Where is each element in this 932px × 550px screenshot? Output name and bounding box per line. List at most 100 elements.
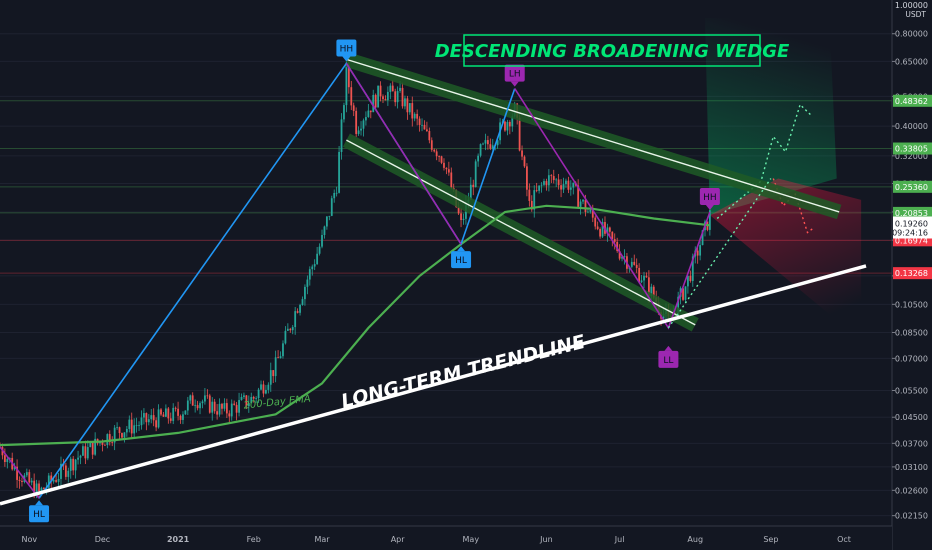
- candle-body: [174, 407, 177, 409]
- candle-body: [579, 201, 582, 207]
- candle-body: [601, 222, 604, 237]
- candle-body: [152, 415, 155, 421]
- candle-body: [489, 144, 492, 149]
- candle-body: [77, 457, 79, 460]
- candle-body: [479, 144, 482, 156]
- candle-body: [138, 425, 140, 426]
- candle-body: [523, 156, 526, 167]
- candle-body: [360, 128, 362, 131]
- candle-body: [518, 117, 521, 151]
- candle-body: [50, 475, 53, 482]
- swing-marker-arrow: [510, 81, 519, 87]
- price-tick-label: 0.07000: [895, 354, 928, 363]
- candle-body: [645, 275, 648, 278]
- candle-body: [421, 124, 423, 126]
- level-price-label: 0.25360: [895, 183, 928, 192]
- level-price-label: 0.16974: [895, 236, 928, 245]
- candle-body: [562, 184, 565, 190]
- candle-body: [577, 185, 580, 207]
- price-axis[interactable]: 1.00000USDT0.800000.650000.500000.400000…: [891, 0, 932, 550]
- candle-body: [333, 192, 336, 199]
- candle-body: [223, 403, 226, 409]
- candle-body: [589, 210, 592, 212]
- candle-body: [277, 357, 279, 359]
- swing-marker: LH: [504, 64, 525, 87]
- candle-body: [21, 480, 23, 483]
- candle-body: [423, 124, 426, 130]
- swing-marker-arrow: [342, 56, 351, 62]
- candle-body: [72, 458, 75, 471]
- candle-body: [545, 181, 548, 186]
- level-price-label: 0.48362: [895, 97, 928, 106]
- candle-body: [247, 403, 250, 407]
- candle-body: [338, 151, 340, 193]
- candle-body: [386, 91, 389, 101]
- candle-body: [240, 396, 243, 401]
- level-price-tag: [893, 180, 932, 193]
- candle-body: [418, 118, 421, 125]
- swing-marker-label: HL: [455, 256, 467, 266]
- candle-body: [608, 227, 611, 232]
- swing-marker-label: HH: [340, 44, 354, 54]
- candle-body: [201, 401, 204, 404]
- candle-body: [557, 179, 560, 186]
- candle-body: [18, 479, 21, 481]
- time-tick-label: Aug: [687, 535, 703, 544]
- candle-body: [33, 480, 36, 497]
- candle-body: [345, 64, 348, 106]
- candle-body: [313, 264, 316, 267]
- candle-body: [462, 218, 465, 221]
- price-tick-label: 0.03700: [895, 439, 928, 448]
- candle-body: [160, 409, 162, 415]
- bullish-zone: [704, 18, 837, 216]
- candle-body: [623, 256, 626, 258]
- candle-body: [428, 131, 431, 141]
- candle-body: [372, 94, 375, 113]
- candle-body: [318, 246, 321, 254]
- candle-body: [535, 190, 538, 191]
- time-tick-label: Mar: [314, 535, 330, 544]
- candle-body: [30, 480, 33, 483]
- blue-swing-path: [38, 62, 516, 499]
- candle-body: [172, 407, 175, 421]
- candle-body: [296, 311, 299, 313]
- candle-body: [155, 420, 158, 428]
- candle-body: [701, 230, 704, 246]
- time-axis[interactable]: Nov Dec 2021 Feb Mar Apr May Jun Jul Aug Sep Oct: [0, 525, 892, 550]
- candle-body: [101, 441, 104, 445]
- candle-body: [79, 455, 82, 458]
- candle-body: [355, 110, 358, 134]
- candle-body: [143, 413, 145, 418]
- candle-body: [406, 98, 409, 113]
- candle-body: [687, 275, 689, 287]
- candle-body: [111, 442, 114, 443]
- candle-body: [113, 427, 116, 443]
- candle-body: [279, 356, 282, 359]
- candle-body: [652, 286, 655, 298]
- time-tick-label: Nov: [21, 535, 37, 544]
- candle-body: [401, 87, 404, 107]
- candle-body: [145, 413, 148, 423]
- candle-body: [528, 189, 531, 201]
- candle-body: [208, 395, 211, 413]
- candle-body: [550, 175, 553, 177]
- time-axis-bg: [0, 526, 892, 550]
- level-price-label: 0.20853: [895, 209, 928, 218]
- candle-body: [257, 389, 260, 399]
- level-price-tag: [893, 94, 932, 107]
- trendline-line: [0, 264, 867, 506]
- candle-body: [340, 119, 343, 152]
- candle-body: [272, 370, 275, 377]
- candle-body: [230, 403, 233, 417]
- swing-marker-label: LH: [509, 70, 521, 80]
- candle-body: [262, 384, 265, 394]
- candle-body: [584, 199, 587, 212]
- candle-body: [235, 404, 238, 413]
- candle-body: [269, 370, 272, 385]
- swing-marker-box: [451, 251, 472, 269]
- candle-body: [250, 396, 253, 404]
- candle-body: [618, 251, 621, 259]
- candle-body: [606, 227, 609, 234]
- swing-paths: [0, 62, 772, 499]
